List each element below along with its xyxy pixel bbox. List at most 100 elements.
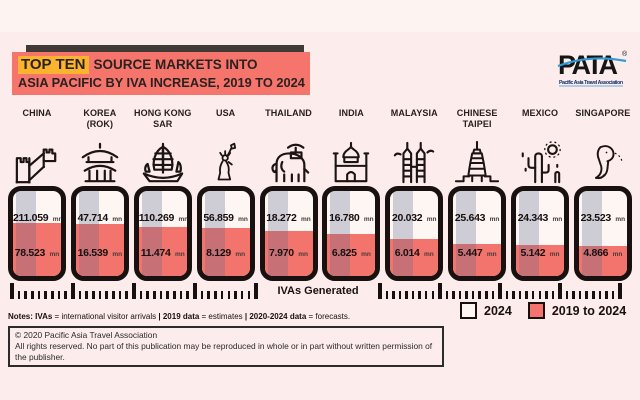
- market-bar: 56.859 mn 8.129 mn: [196, 186, 255, 281]
- market-bar: 16.780 mn 6.825 mn: [322, 186, 381, 281]
- bar-shade-stripe: [519, 191, 539, 276]
- tick-mark: [57, 291, 61, 299]
- market-name: MEXICO: [521, 108, 559, 118]
- bar-shade-stripe: [267, 191, 288, 276]
- bar-fill-increase: [327, 234, 376, 276]
- tick-mark: [572, 291, 575, 299]
- title-line1: TOP TEN SOURCE MARKETS INTO: [18, 56, 310, 74]
- title-banner: TOP TEN SOURCE MARKETS INTO ASIA PACIFIC …: [12, 52, 310, 95]
- tick-ruler-right: [378, 283, 622, 299]
- tick-mark: [85, 291, 88, 299]
- value-increase: 78.523 mn: [14, 247, 60, 259]
- market-column: CHINA 211.059 mn 78.523 mn: [8, 108, 66, 281]
- temple-icon: [77, 132, 123, 186]
- market-name: THAILAND: [265, 108, 312, 118]
- tick-mark: [105, 291, 108, 299]
- bar-shade-stripe: [141, 191, 162, 276]
- elephant-icon: [266, 132, 312, 186]
- legend: 2024 2019 to 2024: [460, 302, 626, 319]
- tick-mark: [418, 291, 421, 299]
- market-bar: 24.343 mn 5.142 mn: [511, 186, 569, 281]
- tick-mark: [392, 291, 395, 299]
- market-name: MALAYSIA: [390, 108, 438, 118]
- market-column: MALAYSIA 20.032 mn 6.014 mn: [385, 108, 444, 281]
- tick-mark: [78, 291, 82, 299]
- tick-mark: [445, 291, 449, 299]
- tick-mark: [159, 291, 163, 299]
- market-column: INDIA 16.780 mn 6.825 mn: [322, 108, 381, 281]
- tick-mark: [505, 291, 509, 299]
- legend-label-2024: 2024: [484, 303, 512, 318]
- legend-swatch-increase: [527, 302, 545, 319]
- copyright-box: © 2020 Pacific Asia Travel Association A…: [8, 326, 444, 367]
- tick-mark: [98, 291, 102, 299]
- taipei-101-icon: [454, 132, 500, 186]
- tick-mark: [153, 291, 156, 299]
- twin-towers-icon: [391, 132, 437, 186]
- tick-mark: [146, 291, 149, 299]
- tick-mark: [512, 291, 515, 299]
- tick-mark: [565, 291, 569, 299]
- market-name: USA: [215, 108, 236, 118]
- tick-mark: [471, 291, 475, 299]
- tick-mark: [398, 291, 402, 299]
- tick-mark: [452, 291, 455, 299]
- value-2024: 23.523 mn: [580, 212, 626, 224]
- tick-mark: [220, 291, 224, 299]
- tick-mark: [112, 291, 115, 299]
- market-column: USA 56.859 mn 8.129 mn: [196, 108, 255, 281]
- value-increase: 6.014 mn: [394, 247, 434, 259]
- tick-mark: [179, 291, 183, 299]
- market-column: SINGAPORE 23.523 mn 4.866 mn: [573, 108, 632, 281]
- market-bar: 20.032 mn 6.014 mn: [385, 186, 444, 281]
- tick-mark: [247, 291, 251, 299]
- tick-mark: [37, 291, 41, 299]
- copyright-line2: All rights reserved. No part of this pub…: [15, 341, 433, 362]
- bar-fill-increase: [201, 228, 250, 276]
- tick-mark: [51, 291, 54, 299]
- tick-mark: [234, 291, 237, 299]
- bar-fill-increase: [453, 243, 502, 276]
- banner-shadow-bar: [26, 45, 304, 55]
- legend-swatch-2024: [460, 302, 477, 319]
- legend-item-2024: 2024: [460, 302, 512, 319]
- market-bar: 211.059 mn 78.523 mn: [8, 186, 66, 281]
- tick-mark: [71, 283, 75, 299]
- tick-mark: [214, 291, 217, 299]
- taj-mahal-icon: [328, 132, 374, 186]
- market-name: INDIA: [338, 108, 364, 118]
- value-2024: 18.272 mn: [266, 212, 311, 224]
- background-top-strip: [0, 0, 640, 32]
- tick-mark: [545, 291, 548, 299]
- copyright-line1: © 2020 Pacific Asia Travel Association: [15, 330, 158, 340]
- bar-shade-stripe: [456, 191, 477, 276]
- tick-mark: [166, 291, 169, 299]
- bar-shade-stripe: [581, 191, 602, 276]
- registered-mark: ®: [622, 50, 628, 58]
- tick-mark: [17, 291, 21, 299]
- legend-item-increase: 2019 to 2024: [527, 302, 626, 319]
- market-column: THAILAND 18.272 mn 7.970 mn: [259, 108, 318, 281]
- logo-tagline: Pacific Asia Travel Association: [559, 80, 623, 86]
- bar-fill-increase: [578, 246, 627, 276]
- value-increase: 8.129 mn: [206, 247, 246, 259]
- tick-mark: [139, 291, 143, 299]
- bar-fill-increase: [516, 245, 564, 276]
- market-bar: 110.269 mn 11.474 mn: [133, 186, 192, 281]
- cactus-sun-icon: [517, 132, 563, 186]
- tick-mark: [31, 291, 34, 299]
- bar-shade-stripe: [330, 191, 351, 276]
- bar-shade-stripe: [16, 191, 36, 276]
- logo-swoosh: [557, 57, 627, 68]
- value-increase: 6.825 mn: [331, 247, 371, 259]
- tick-mark: [227, 291, 230, 299]
- tick-mark: [411, 291, 415, 299]
- bar-shade-stripe: [78, 191, 99, 276]
- bar-shade-stripe: [393, 191, 414, 276]
- tick-mark: [518, 291, 522, 299]
- tick-mark: [525, 291, 528, 299]
- market-bar: 23.523 mn 4.866 mn: [573, 186, 632, 281]
- market-name: CHINA: [22, 108, 52, 118]
- pata-logo: PATA ® Pacific Asia Travel Association: [557, 50, 628, 87]
